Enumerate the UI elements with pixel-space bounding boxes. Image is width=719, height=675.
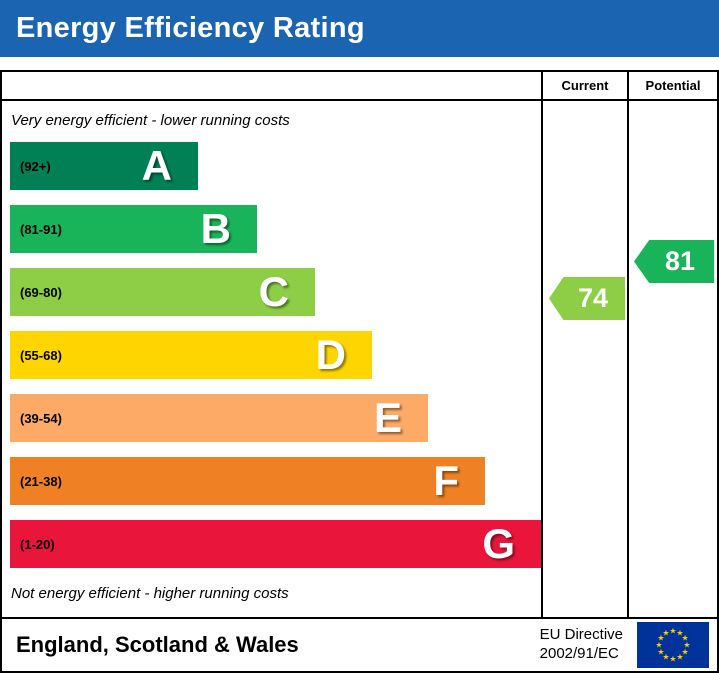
band-a: (92+) A — [10, 142, 198, 190]
current-column: 74 — [541, 101, 627, 617]
eu-directive-line2: 2002/91/EC — [539, 645, 619, 662]
bands-area: Very energy efficient - lower running co… — [2, 101, 541, 617]
band-d-range: (55-68) — [20, 347, 62, 363]
band-f-letter: F — [433, 457, 459, 504]
svg-text:★: ★ — [682, 634, 689, 643]
eu-flag-icon: ★ ★★★★★★★★★★★ — [637, 622, 709, 668]
svg-text:★: ★ — [669, 627, 676, 636]
band-e: (39-54) E — [10, 394, 428, 442]
current-rating-value: 74 — [577, 283, 609, 313]
bottom-caption: Not energy efficient - higher running co… — [11, 585, 289, 602]
page-title: Energy Efficiency Rating — [16, 12, 365, 44]
potential-rating-pointer: 81 — [634, 240, 714, 283]
rating-table: Current Potential Very energy efficient … — [2, 72, 717, 617]
eu-directive-label: EU Directive 2002/91/EC — [540, 626, 623, 664]
rating-chart: Current Potential Very energy efficient … — [0, 70, 719, 673]
page-title-banner: Energy Efficiency Rating — [0, 0, 719, 57]
band-b-letter: B — [200, 205, 231, 252]
region-label: England, Scotland & Wales — [16, 632, 299, 657]
band-c-range: (69-80) — [20, 284, 62, 300]
band-d-letter: D — [315, 331, 346, 378]
band-f-range: (21-38) — [20, 473, 62, 489]
band-c: (69-80) C — [10, 268, 315, 316]
svg-text:★: ★ — [676, 653, 683, 662]
band-a-range: (92+) — [20, 158, 51, 174]
chart-header-spacer — [2, 72, 541, 101]
svg-text:★: ★ — [676, 628, 683, 637]
band-e-range: (39-54) — [20, 410, 62, 426]
band-g: (1-20) G — [10, 520, 541, 568]
eu-directive-line1: EU Directive — [539, 626, 623, 644]
potential-column-header: Potential — [627, 72, 717, 101]
band-a-letter: A — [141, 142, 172, 189]
svg-text:★: ★ — [662, 653, 669, 662]
svg-text:★: ★ — [683, 641, 690, 650]
band-c-letter: C — [258, 268, 289, 315]
top-caption: Very energy efficient - lower running co… — [11, 112, 290, 129]
chart-footer: England, Scotland & Wales EU Directive 2… — [2, 617, 717, 671]
svg-text:★: ★ — [682, 648, 689, 657]
svg-text:★: ★ — [669, 655, 676, 664]
svg-text:★: ★ — [657, 634, 664, 643]
band-d: (55-68) D — [10, 331, 372, 379]
potential-rating-value: 81 — [664, 246, 696, 276]
band-b: (81-91) B — [10, 205, 257, 253]
current-rating-pointer: 74 — [549, 277, 625, 320]
svg-text:★: ★ — [655, 641, 662, 650]
band-g-letter: G — [482, 520, 515, 567]
svg-text:★: ★ — [662, 628, 669, 637]
band-b-range: (81-91) — [20, 221, 62, 237]
potential-column: 81 — [627, 101, 717, 617]
current-column-header: Current — [541, 72, 627, 101]
band-e-letter: E — [373, 394, 402, 441]
band-bars: (92+) A (81-91) B (69-80) C (55-68) D — [10, 142, 541, 583]
svg-text:★: ★ — [657, 648, 664, 657]
band-f: (21-38) F — [10, 457, 485, 505]
band-g-range: (1-20) — [20, 536, 55, 552]
